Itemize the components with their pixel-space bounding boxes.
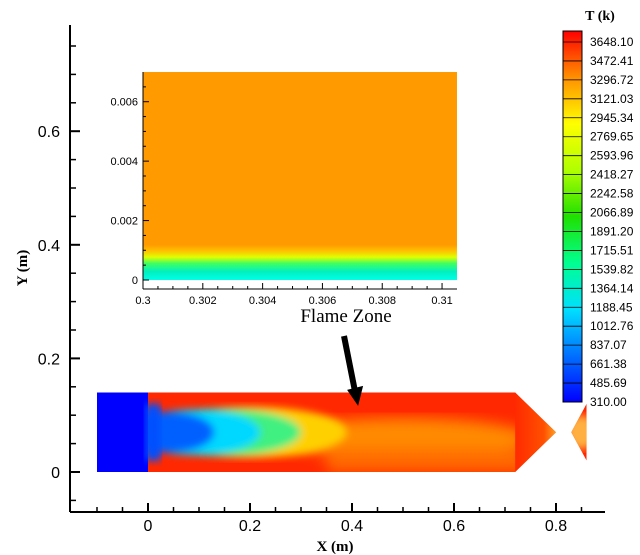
- x-axis-title: X (m): [316, 539, 353, 555]
- colorbar-level-label: 1012.76: [590, 319, 634, 333]
- x-tick-label: 0.2: [239, 518, 261, 535]
- temperature-field: [97, 392, 587, 472]
- colorbar-level-label: 3472.41: [590, 54, 634, 68]
- flame-zone-annotation: Flame Zone: [300, 306, 392, 406]
- nozzle-exit-glow: [566, 415, 587, 450]
- colorbar-level-label: 1539.82: [590, 262, 634, 276]
- inset-y-tick-label: 0.006: [110, 97, 138, 109]
- inset-x-tick-label: 0.308: [368, 295, 396, 307]
- colorbar-level-label: 3648.10: [590, 35, 634, 49]
- inset-x-tick-label: 0.304: [249, 295, 277, 307]
- nozzle-region: [515, 392, 556, 472]
- colorbar-level-label: 2593.96: [590, 149, 634, 163]
- y-tick-label: 0.2: [38, 351, 60, 368]
- colorbar-title: T (k): [585, 9, 615, 24]
- annotation-arrow: [341, 335, 359, 393]
- y-ticks: 0 0.2 0.4 0.6: [38, 45, 80, 502]
- colorbar-level-label: 3296.72: [590, 73, 634, 87]
- x-tick-label: 0.8: [545, 518, 567, 535]
- colorbar-level-label: 1188.45: [590, 300, 633, 314]
- colorbar-level-label: 2066.89: [590, 206, 634, 220]
- y-axis-title: Y (m): [15, 250, 31, 287]
- colorbar-level-label: 2945.34: [590, 111, 634, 125]
- inset-y-tick-label: 0.004: [110, 156, 138, 168]
- inset-y-tick-label: 0: [132, 275, 138, 287]
- annotation-label: Flame Zone: [300, 306, 391, 327]
- main-axes: 0 0.2 0.4 0.6 0.8 0 0.2 0.4 0.6: [38, 25, 605, 535]
- colorbar-levels: 310.00 485.69 661.38 837.07 1012.76 1188.45 13…: [563, 35, 634, 409]
- y-tick-label: 0: [51, 465, 60, 482]
- lower-warm-region: [326, 449, 531, 472]
- colorbar-level-label: 310.00: [590, 395, 627, 409]
- colorbar-level-label: 2769.65: [590, 130, 634, 144]
- inset-x-ticks: 0.3 0.302 0.304 0.306 0.308 0.31: [135, 283, 453, 307]
- colorbar-level-label: 2242.58: [590, 187, 634, 201]
- y-tick-label: 0.6: [38, 124, 60, 141]
- inset-x-tick-label: 0.306: [309, 295, 337, 307]
- inset-temperature-field: [143, 72, 457, 280]
- colorbar-level-label: 661.38: [590, 357, 627, 371]
- x-ticks: 0 0.2 0.4 0.6 0.8: [96, 503, 583, 535]
- colorbar-level-label: 2418.27: [590, 168, 634, 182]
- inlet-cold-region: [97, 392, 148, 472]
- colorbar-level-label: 3121.03: [590, 92, 634, 106]
- annotation-arrowhead: [347, 385, 364, 406]
- colorbar-level-label: 1364.14: [590, 281, 634, 295]
- inset-plot: 0.3 0.302 0.304 0.306 0.308 0.31 00.0020.0040…: [110, 72, 457, 307]
- colorbar-level-label: 1891.20: [590, 224, 634, 238]
- colorbar: T (k) 310.00 485.69 661.38 837.07 1012.76 118…: [562, 9, 634, 409]
- colorbar-level-label: 1715.51: [590, 243, 634, 257]
- colorbar-ramp: [562, 30, 583, 403]
- x-tick-label: 0.4: [341, 518, 363, 535]
- inset-x-tick-label: 0.302: [189, 295, 217, 307]
- colorbar-level-label: 837.07: [590, 338, 627, 352]
- x-tick-label: 0.6: [443, 518, 465, 535]
- colorbar-level-label: 485.69: [590, 376, 627, 390]
- inset-x-tick-label: 0.31: [431, 295, 452, 307]
- inset-y-tick-label: 0.002: [110, 216, 138, 228]
- inlet-shear-layer: [145, 403, 161, 461]
- y-tick-label: 0.4: [38, 238, 60, 255]
- x-tick-label: 0: [144, 518, 153, 535]
- inset-x-tick-label: 0.3: [135, 295, 150, 307]
- inset-y-ticks: 0 0.002 0.004 0.006: [110, 86, 149, 287]
